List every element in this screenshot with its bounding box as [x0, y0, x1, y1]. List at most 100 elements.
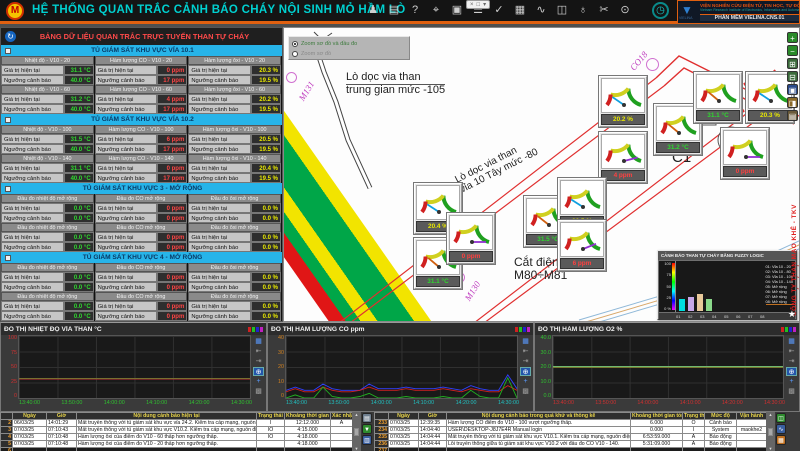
- settings-sliders-icon[interactable]: ☰: [473, 4, 483, 16]
- section-checkbox[interactable]: [5, 116, 11, 123]
- window-controls[interactable]: × □ ▾: [466, 0, 491, 9]
- chart-plot-area[interactable]: [18, 335, 251, 399]
- gauge-temp[interactable]: 31.2 °C: [654, 104, 702, 155]
- chart-last-icon[interactable]: ⇥: [788, 358, 795, 365]
- section-header-2[interactable]: TỦ GIÁM SÁT KHU VỰC VỈA 10.2: [1, 114, 282, 125]
- power-icon[interactable]: ⊙: [620, 4, 630, 16]
- chart-first-icon[interactable]: ⇤: [522, 348, 529, 355]
- map-zoom-reset-icon[interactable]: ⊟: [787, 71, 798, 82]
- scroll-down-icon[interactable]: ▼: [354, 446, 359, 451]
- gauge-co[interactable]: 4 ppm: [599, 132, 647, 183]
- log-row[interactable]: 237: [374, 447, 766, 451]
- chart-calendar-icon[interactable]: ▦: [788, 338, 795, 345]
- log-row[interactable]: 4 07/03/25 07:10:48 Hàm lượng ôxi của điểm …: [0, 433, 352, 441]
- chart-last-icon[interactable]: ⇥: [522, 358, 529, 365]
- history-alarms-scrollbar[interactable]: ▲ ▼: [766, 412, 775, 451]
- gauge-co[interactable]: 0 ppm: [721, 128, 769, 179]
- close-icon[interactable]: ×: [470, 2, 474, 8]
- log-cell: Mất truyền thông với tủ giám sát khu vực…: [446, 433, 631, 441]
- sensor-data-row: Giá trị hiện tại 0.0 %: [188, 272, 281, 282]
- section-header-1[interactable]: TỦ GIÁM SÁT KHU VỰC VỈA 10.1: [1, 45, 282, 56]
- chart-plot-area[interactable]: [552, 335, 784, 399]
- scroll-up-icon[interactable]: ▲: [768, 412, 773, 417]
- gauge-oxi[interactable]: 20.2 %: [599, 76, 647, 127]
- map-zoom-window-icon[interactable]: ⊞: [787, 58, 798, 69]
- chart-calendar-icon[interactable]: ▦: [255, 338, 262, 345]
- map-layers-icon[interactable]: ◨: [787, 97, 798, 108]
- fuzzy-legend-item: 03: Vỉa 10 - 100: [765, 274, 793, 279]
- log-row[interactable]: 2 06/03/25 14:01:29 Mất truyền thông với tủ…: [0, 419, 352, 427]
- tools-icon[interactable]: ✂: [599, 4, 609, 16]
- print-icon[interactable]: ▤: [388, 4, 400, 16]
- stats-history-icon[interactable]: ∿: [776, 424, 786, 434]
- refresh-icon[interactable]: ↻: [5, 31, 16, 42]
- section-checkbox[interactable]: [5, 185, 11, 192]
- network-icon[interactable]: ♁: [578, 4, 588, 16]
- log-row[interactable]: 3 07/03/25 07:10:43 Mất truyền thông với tủ…: [0, 426, 352, 434]
- log-row[interactable]: 6: [0, 447, 352, 451]
- zoom-option-2[interactable]: Zoom sơ đồ: [292, 49, 406, 59]
- log-row[interactable]: 235 07/03/25 14:04:44 Mất truyền thông với …: [374, 433, 766, 441]
- gauge-oxi[interactable]: 20.3 %: [746, 72, 794, 123]
- chart-grid-icon[interactable]: ▩: [255, 388, 262, 395]
- chart-first-icon[interactable]: ⇤: [788, 348, 795, 355]
- section-header-4[interactable]: TỦ GIÁM SÁT KHU VỰC 4 - MỞ RỘNG: [1, 252, 282, 263]
- log-row[interactable]: 234 07/03/25 14:04:40 USER\DESKTOP-J8J7E4R …: [374, 426, 766, 434]
- chart-pan-icon[interactable]: +: [789, 378, 794, 385]
- users-icon[interactable]: ♟: [368, 4, 378, 16]
- minimize-icon[interactable]: ▾: [483, 2, 487, 8]
- chart-plot-area[interactable]: [285, 335, 518, 399]
- chart-zoom-icon[interactable]: ⊕: [786, 367, 797, 376]
- current-alarms-scrollbar[interactable]: ▲ ▼: [352, 412, 361, 451]
- chart-calendar-icon[interactable]: ▦: [522, 338, 529, 345]
- gauge-temp[interactable]: 31.1 °C: [694, 72, 742, 123]
- column-header: Ngày: [12, 412, 47, 420]
- map-print-icon[interactable]: ▤: [787, 110, 798, 121]
- radio-icon[interactable]: [292, 51, 298, 57]
- row-label: Ngưỡng cảnh báo: [188, 104, 251, 114]
- map-screen-icon[interactable]: ▣: [787, 84, 798, 95]
- log-row[interactable]: 233 07/03/25 12:39:35 Hàm lượng CO điểm đo …: [374, 419, 766, 427]
- zoom-option-1[interactable]: Zoom sơ đồ và đầu đo: [292, 39, 406, 49]
- gauge-co[interactable]: 0 ppm: [447, 213, 495, 264]
- restore-icon[interactable]: □: [476, 2, 481, 8]
- scroll-down-icon[interactable]: ▼: [768, 446, 773, 451]
- chart-pan-icon[interactable]: +: [256, 378, 261, 385]
- chart-grid-icon[interactable]: ▩: [522, 388, 529, 395]
- section-header-3[interactable]: TỦ GIÁM SÁT KHU VỰC 3 - MỞ RỘNG: [1, 183, 282, 194]
- section-checkbox[interactable]: [5, 47, 11, 54]
- scroll-thumb[interactable]: [768, 427, 773, 436]
- confirm-icon[interactable]: ✓: [494, 4, 504, 16]
- trend-chart-icon[interactable]: ∿: [536, 4, 546, 16]
- report-icon[interactable]: ◫: [556, 4, 568, 16]
- chart-pan-icon[interactable]: +: [523, 378, 528, 385]
- report-history-icon[interactable]: ▦: [776, 435, 786, 445]
- radio-icon[interactable]: [292, 41, 298, 47]
- clock-icon[interactable]: ◷: [652, 2, 669, 19]
- export-log-icon[interactable]: ▼: [362, 424, 372, 434]
- map-zoom-in-icon[interactable]: +: [787, 32, 798, 43]
- chart-zoom-icon[interactable]: ⊕: [253, 367, 264, 376]
- star-icon[interactable]: ★: [787, 309, 796, 319]
- save-icon[interactable]: ▣: [451, 4, 463, 16]
- chart-zoom-icon[interactable]: ⊕: [520, 367, 531, 376]
- chart-last-icon[interactable]: ⇥: [255, 358, 262, 365]
- log-row[interactable]: 236 07/03/25 14:04:44 Lỗi truyền thông giữa…: [374, 440, 766, 448]
- gauge-oxi[interactable]: 20.4 %: [414, 183, 462, 234]
- view-log-icon[interactable]: ▥: [362, 435, 372, 445]
- location-icon[interactable]: ⌖: [432, 4, 440, 16]
- scroll-thumb[interactable]: [354, 427, 359, 436]
- fuzzy-color-scale: [672, 263, 675, 310]
- ack-log-icon[interactable]: ▤: [362, 413, 372, 423]
- plc-icon[interactable]: ▦: [514, 4, 526, 16]
- export-history-icon[interactable]: ◫: [776, 413, 786, 423]
- scroll-up-icon[interactable]: ▲: [354, 412, 359, 417]
- gauge-co[interactable]: 6 ppm: [558, 220, 606, 271]
- section-checkbox[interactable]: [5, 254, 11, 261]
- chart-first-icon[interactable]: ⇤: [255, 348, 262, 355]
- help-icon[interactable]: ?: [411, 4, 419, 16]
- log-row[interactable]: 5 07/03/25 07:10:48 Hàm lượng ôxi của điểm …: [0, 440, 352, 448]
- map-zoom-out-icon[interactable]: −: [787, 45, 798, 56]
- chart-grid-icon[interactable]: ▩: [788, 388, 795, 395]
- log-cell: [330, 447, 352, 451]
